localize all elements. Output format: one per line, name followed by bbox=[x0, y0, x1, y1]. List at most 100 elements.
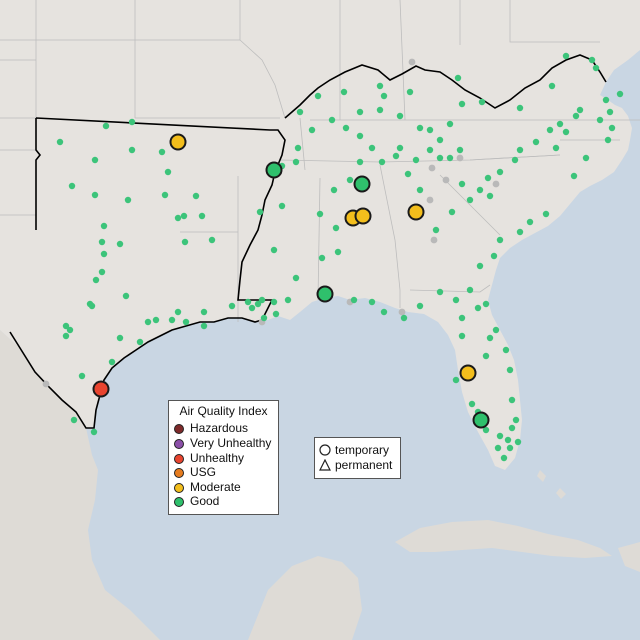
monitor-dot bbox=[258, 296, 266, 304]
monitor-dot bbox=[516, 228, 524, 236]
monitor-dot bbox=[350, 296, 358, 304]
inactive-monitor-dot bbox=[430, 236, 438, 244]
inactive-monitor-dot bbox=[398, 308, 406, 316]
monitor-dot bbox=[316, 210, 324, 218]
monitor-dot bbox=[482, 426, 490, 434]
monitor-dot bbox=[484, 174, 492, 182]
monitor-dot bbox=[272, 310, 280, 318]
monitor-dot bbox=[456, 146, 464, 154]
legend-item-very-unhealthy: Very Unhealthy bbox=[174, 436, 271, 450]
monitor-dot bbox=[616, 90, 624, 98]
monitor-dot bbox=[452, 376, 460, 384]
circle-icon bbox=[174, 424, 184, 434]
monitor-dot bbox=[416, 186, 424, 194]
monitor-dot bbox=[181, 238, 189, 246]
monitor-dot bbox=[284, 296, 292, 304]
monitor-moderate[interactable] bbox=[459, 364, 477, 382]
monitor-dot bbox=[200, 308, 208, 316]
monitor-good[interactable] bbox=[316, 285, 334, 303]
monitor-dot bbox=[100, 250, 108, 258]
monitor-dot bbox=[70, 416, 78, 424]
monitor-dot bbox=[174, 214, 182, 222]
monitor-dot bbox=[294, 144, 302, 152]
monitor-dot bbox=[342, 124, 350, 132]
monitor-dot bbox=[526, 218, 534, 226]
monitor-dot bbox=[392, 152, 400, 160]
legend-item-good: Good bbox=[174, 494, 219, 508]
monitor-dot bbox=[504, 436, 512, 444]
inactive-monitor-dot bbox=[408, 58, 416, 66]
monitor-dot bbox=[380, 308, 388, 316]
monitor-dot bbox=[458, 332, 466, 340]
monitor-dot bbox=[548, 82, 556, 90]
legend-item-unhealthy: Unhealthy bbox=[174, 451, 244, 465]
monitor-dot bbox=[588, 56, 596, 64]
monitor-dot bbox=[448, 208, 456, 216]
monitor-moderate[interactable] bbox=[354, 207, 372, 225]
monitor-good[interactable] bbox=[265, 161, 283, 179]
circle-icon bbox=[174, 454, 184, 464]
monitor-dot bbox=[182, 318, 190, 326]
monitor-dot bbox=[152, 316, 160, 324]
monitor-dot bbox=[356, 132, 364, 140]
monitor-dot bbox=[572, 112, 580, 120]
monitor-dot bbox=[174, 308, 182, 316]
monitor-dot bbox=[208, 236, 216, 244]
monitor-dot bbox=[180, 212, 188, 220]
monitor-dot bbox=[62, 332, 70, 340]
monitor-dot bbox=[334, 248, 342, 256]
monitor-dot bbox=[124, 196, 132, 204]
monitor-dot bbox=[108, 358, 116, 366]
monitor-dot bbox=[330, 186, 338, 194]
monitor-dot bbox=[78, 372, 86, 380]
monitor-dot bbox=[248, 304, 256, 312]
monitor-moderate[interactable] bbox=[407, 203, 425, 221]
monitor-dot bbox=[400, 314, 408, 322]
monitor-good[interactable] bbox=[472, 411, 490, 429]
monitor-dot bbox=[446, 120, 454, 128]
bahamas-land bbox=[537, 470, 566, 499]
monitor-dot bbox=[542, 210, 550, 218]
monitor-dot bbox=[556, 120, 564, 128]
monitor-dot bbox=[482, 352, 490, 360]
monitor-dot bbox=[136, 338, 144, 346]
monitor-dot bbox=[582, 154, 590, 162]
monitor-dot bbox=[476, 262, 484, 270]
highlighted-monitors[interactable] bbox=[92, 133, 490, 429]
monitor-dot bbox=[506, 366, 514, 374]
monitor-dot bbox=[562, 128, 570, 136]
monitor-dot bbox=[396, 144, 404, 152]
monitor-dot bbox=[116, 240, 124, 248]
circle-icon bbox=[174, 468, 184, 478]
monitor-dot bbox=[278, 202, 286, 210]
monitor-dot bbox=[378, 158, 386, 166]
monitor-dot bbox=[512, 416, 520, 424]
legend-item-hazardous: Hazardous bbox=[174, 421, 248, 435]
monitor-dot bbox=[416, 124, 424, 132]
monitor-dot bbox=[318, 254, 326, 262]
monitor-good[interactable] bbox=[353, 175, 371, 193]
circle-icon bbox=[174, 497, 184, 507]
monitor-dot bbox=[606, 108, 614, 116]
monitor-dot bbox=[116, 334, 124, 342]
monitor-dot bbox=[496, 236, 504, 244]
monitor-dot bbox=[346, 176, 354, 184]
monitor-dot bbox=[416, 302, 424, 310]
monitor-moderate[interactable] bbox=[169, 133, 187, 151]
monitor-dot bbox=[198, 212, 206, 220]
monitor-dot bbox=[404, 170, 412, 178]
monitor-dot bbox=[92, 276, 100, 284]
monitor-dot bbox=[88, 302, 96, 310]
aqi-legend: Air Quality Index Hazardous Very Unhealt… bbox=[168, 400, 279, 515]
cuba-land bbox=[395, 520, 612, 558]
monitor-dot bbox=[91, 156, 99, 164]
monitor-dot bbox=[314, 92, 322, 100]
inactive-monitor-dot bbox=[492, 180, 500, 188]
monitor-dot bbox=[490, 252, 498, 260]
monitor-dot bbox=[570, 172, 578, 180]
monitor-dot bbox=[380, 92, 388, 100]
monitor-unhealthy[interactable] bbox=[92, 380, 110, 398]
monitor-dot bbox=[514, 438, 522, 446]
monitor-dot bbox=[368, 298, 376, 306]
